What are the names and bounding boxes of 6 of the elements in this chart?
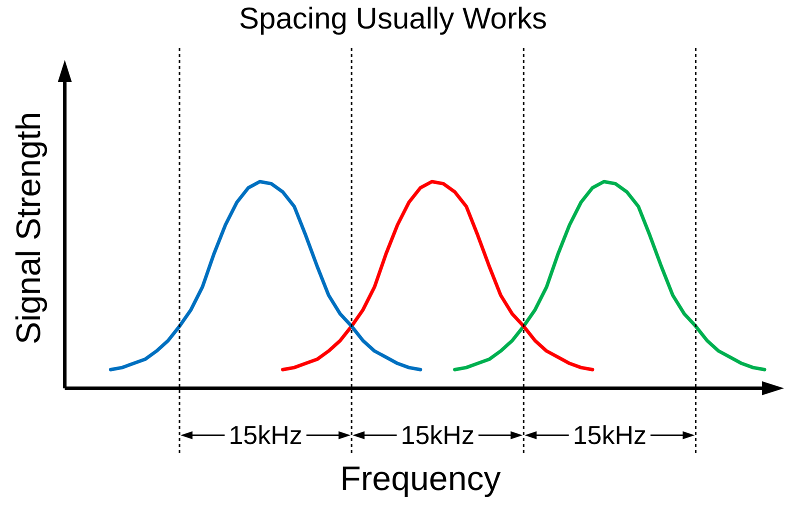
y-axis-title: Signal Strength — [10, 112, 48, 344]
chart-title: Spacing Usually Works — [239, 2, 547, 36]
text: 15kHz — [400, 420, 474, 450]
text: 15kHz — [228, 420, 302, 450]
text: 15kHz — [572, 420, 647, 450]
x-axis-title: Frequency — [340, 460, 501, 498]
